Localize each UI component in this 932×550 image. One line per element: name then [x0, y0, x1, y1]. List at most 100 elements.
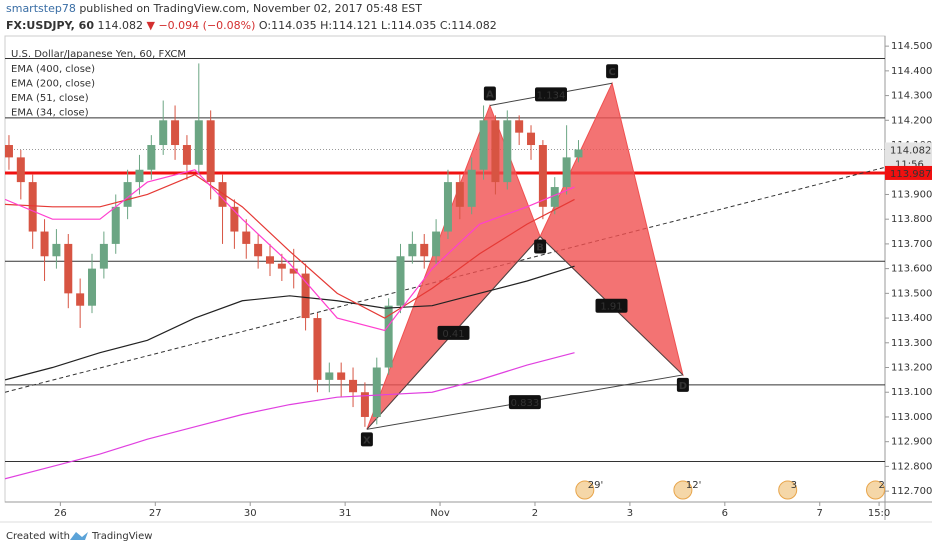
- candle-body: [503, 120, 512, 183]
- y-tick-label: 114.400: [891, 66, 932, 77]
- candle-body: [16, 157, 25, 183]
- candle-body: [159, 120, 168, 146]
- candle-body: [372, 367, 381, 417]
- x-tick-label: 30: [244, 508, 257, 519]
- candle-body: [28, 182, 37, 232]
- y-tick-label: 113.000: [891, 412, 932, 423]
- candle-body: [479, 120, 488, 170]
- candle-body: [420, 243, 429, 257]
- ratio-box: [534, 87, 567, 102]
- event-label: 3: [791, 480, 797, 491]
- price-tag-label: 114.082: [890, 145, 931, 156]
- candle-body: [396, 256, 405, 306]
- y-tick-label: 112.800: [891, 461, 932, 472]
- trendline: [5, 166, 885, 393]
- open: O:114.035: [259, 19, 317, 32]
- candle-body: [242, 231, 251, 244]
- ratio-label: 0.833: [511, 398, 540, 409]
- price-tag-label: 113.987: [890, 169, 931, 180]
- y-tick-label: 113.100: [891, 387, 932, 398]
- point-label: B: [536, 242, 544, 253]
- price-tag: [885, 165, 932, 180]
- y-tick-label: 113.500: [891, 288, 932, 299]
- y-tick-label: 113.800: [891, 214, 932, 225]
- x-tick-label: 3: [627, 508, 633, 519]
- ema-line: [5, 265, 575, 381]
- candle-body: [254, 243, 263, 257]
- candle-body: [147, 145, 156, 170]
- y-tick-label: 112.700: [891, 486, 932, 497]
- candle-body: [491, 120, 500, 183]
- chart-title: U.S. Dollar/Japanese Yen, 60, FXCM: [11, 49, 186, 60]
- legend-entry: EMA (34, close): [11, 108, 89, 119]
- x-tick-label: 27: [149, 508, 162, 519]
- candle-body: [515, 120, 524, 133]
- footer-created: Created with: [6, 531, 70, 542]
- x-tick-label: 7: [817, 508, 823, 519]
- x-tick-label: Nov: [430, 508, 450, 519]
- candle-body: [360, 392, 369, 417]
- last: 114.082: [98, 19, 144, 32]
- candle-body: [467, 169, 476, 207]
- point-box: [360, 432, 373, 447]
- candle-body: [325, 372, 334, 380]
- candle-body: [432, 231, 441, 257]
- x-tick-label: 31: [339, 508, 352, 519]
- quote-line: FX:USDJPY, 60 114.082 ▼ −0.094 (−0.08%) …: [6, 19, 497, 32]
- legend-entry: EMA (200, close): [11, 79, 95, 90]
- brand-logo: [70, 532, 88, 540]
- candle-body: [408, 243, 417, 257]
- candle-body: [337, 372, 346, 380]
- ratio-label: 0.41: [442, 329, 464, 340]
- candle-body: [40, 231, 49, 257]
- author[interactable]: smartstep78: [6, 2, 76, 15]
- event-icon[interactable]: [673, 480, 693, 500]
- candle-body: [265, 256, 274, 264]
- candle-body: [574, 149, 583, 158]
- point-label: C: [608, 67, 615, 78]
- ema-line: [5, 352, 575, 480]
- event-label: 29': [588, 480, 603, 491]
- y-tick-label: 113.700: [891, 239, 932, 250]
- countdown-label: 11:56: [895, 159, 924, 170]
- point-label: A: [486, 89, 494, 100]
- y-tick-label: 113.200: [891, 363, 932, 374]
- footer-brand[interactable]: TradingView: [91, 531, 152, 542]
- event-icon[interactable]: [866, 480, 886, 500]
- legend-entry: EMA (51, close): [11, 93, 89, 104]
- y-tick-label: 113.900: [891, 189, 932, 200]
- event-label: 12': [686, 480, 701, 491]
- symbol: FX:USDJPY, 60: [6, 19, 94, 32]
- candle-body: [64, 243, 73, 294]
- y-tick-label: 113.600: [891, 264, 932, 275]
- candle-body: [194, 120, 203, 165]
- high: H:114.121: [320, 19, 377, 32]
- candle-body: [313, 318, 322, 380]
- candle-body: [111, 206, 120, 244]
- header-line: smartstep78 published on TradingView.com…: [6, 2, 422, 15]
- candle-body: [99, 243, 108, 269]
- candle-body: [206, 120, 215, 183]
- candle-body: [349, 379, 358, 393]
- candle-body: [76, 293, 85, 306]
- change: ▼ −0.094 (−0.08%): [147, 19, 256, 32]
- candle-body: [171, 120, 180, 146]
- point-box: [606, 64, 619, 79]
- ratio-box: [437, 325, 470, 340]
- point-label: X: [363, 435, 371, 446]
- plot: 0.41 1.134 1.91 0.833: [5, 57, 885, 480]
- candle-body: [443, 182, 452, 232]
- point-box: [676, 377, 689, 392]
- candle-body: [230, 206, 239, 232]
- point-box: [534, 239, 547, 254]
- published: published on TradingView.com, November 0…: [79, 2, 422, 15]
- candle-body: [135, 169, 144, 183]
- candle-body: [550, 187, 559, 207]
- candle-body: [277, 263, 286, 269]
- x-tick-label: 15:0: [868, 508, 890, 519]
- event-icon[interactable]: [778, 480, 798, 500]
- candle-body: [301, 273, 310, 319]
- ratio-label: 1.91: [600, 302, 622, 313]
- event-icon[interactable]: [575, 480, 595, 500]
